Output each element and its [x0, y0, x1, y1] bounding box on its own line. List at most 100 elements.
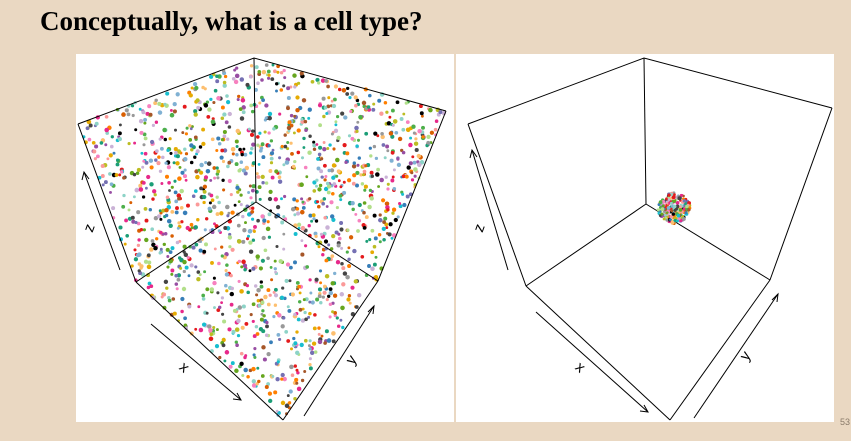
scatter-point — [213, 247, 217, 251]
scatter-point — [133, 257, 139, 262]
scatter-point — [168, 223, 173, 228]
scatter-point — [199, 162, 204, 168]
scatter-point — [134, 220, 138, 225]
scatter-point — [293, 232, 298, 236]
scatter-point — [158, 137, 162, 141]
scatter-point — [130, 264, 134, 268]
scatter-point — [323, 186, 329, 192]
scatter-point — [348, 96, 352, 100]
scatter-point — [94, 121, 99, 126]
scatter-point — [229, 193, 233, 197]
scatter-point — [388, 222, 393, 227]
scatter-point — [127, 142, 131, 146]
scatter-point — [251, 238, 256, 242]
scatter-point — [301, 98, 307, 103]
scatter-point — [336, 135, 341, 141]
scatter-point — [231, 329, 236, 334]
scatter-point — [209, 287, 215, 292]
scatter-point — [164, 174, 170, 179]
scatter-point — [193, 109, 198, 114]
scatter-point — [295, 381, 299, 385]
scatter-point — [215, 212, 220, 217]
scatter-point — [236, 190, 240, 194]
scatter-point — [328, 143, 332, 147]
scatter-point — [134, 187, 140, 193]
scatter-point — [336, 115, 340, 119]
scatter-point — [264, 63, 269, 67]
scatter-point — [331, 163, 337, 168]
scatter-point — [418, 104, 423, 109]
right-cube-edges — [467, 57, 833, 421]
scatter-point — [394, 130, 399, 135]
scatter-point — [166, 265, 170, 269]
scatter-point — [321, 96, 326, 101]
scatter-point — [108, 172, 112, 176]
scatter-point — [214, 344, 220, 349]
scatter-point — [316, 200, 320, 204]
scatter-point — [235, 128, 241, 134]
scatter-point — [195, 98, 200, 103]
scatter-point — [249, 151, 253, 155]
scatter-point — [220, 105, 225, 110]
scatter-point — [150, 227, 154, 231]
scatter-point — [342, 271, 348, 276]
scatter-point — [240, 98, 246, 103]
scatter-point — [271, 63, 275, 67]
scatter-point — [402, 202, 407, 208]
scatter-point — [159, 217, 163, 221]
scatter-point — [270, 77, 275, 81]
scatter-point — [336, 324, 341, 328]
scatter-point — [337, 179, 341, 183]
scatter-point — [237, 259, 242, 264]
scatter-point — [267, 131, 271, 135]
scatter-point — [300, 252, 305, 257]
scatter-point — [236, 223, 241, 228]
right-plot-canvas: z x y — [467, 57, 833, 421]
scatter-point — [382, 238, 386, 242]
scatter-point — [139, 228, 144, 232]
scatter-point — [269, 139, 274, 143]
scatter-point — [224, 272, 230, 277]
scatter-point — [319, 300, 323, 305]
scatter-point — [375, 172, 380, 177]
scatter-point — [393, 217, 398, 223]
scatter-point — [390, 236, 394, 240]
scatter-point — [136, 243, 141, 248]
scatter-point — [151, 123, 155, 127]
scatter-point — [323, 239, 329, 244]
scatter-point — [177, 256, 182, 260]
scatter-point — [163, 231, 168, 236]
scatter-point — [215, 74, 219, 78]
scatter-point — [212, 166, 217, 170]
scatter-point — [251, 266, 256, 271]
scatter-point — [339, 198, 343, 202]
scatter-point — [370, 228, 375, 233]
scatter-point — [370, 266, 375, 272]
scatter-point — [364, 131, 369, 136]
scatter-point — [286, 147, 290, 151]
scatter-point — [203, 228, 207, 232]
scatter-point — [266, 256, 270, 261]
scatter-point — [117, 131, 122, 136]
scatter-point — [217, 261, 221, 266]
scatter-point — [146, 174, 151, 180]
scatter-point — [164, 213, 169, 218]
scatter-point — [323, 105, 328, 110]
scatter-point — [141, 165, 145, 169]
scatter-point — [193, 189, 198, 193]
scatter-point — [292, 73, 297, 78]
scatter-point — [246, 234, 251, 238]
scatter-point — [256, 143, 260, 147]
scatter-point — [251, 217, 255, 221]
scatter-point — [324, 273, 330, 279]
scatter-point — [178, 165, 182, 169]
scatter-point — [165, 195, 170, 200]
scatter-point — [230, 361, 235, 366]
scatter-point — [328, 315, 332, 319]
scatter-point — [244, 321, 249, 326]
scatter-point — [269, 151, 275, 156]
scatter-point — [144, 160, 149, 165]
scatter-point — [248, 368, 253, 373]
scatter-point — [249, 75, 253, 79]
scatter-point — [340, 262, 344, 266]
